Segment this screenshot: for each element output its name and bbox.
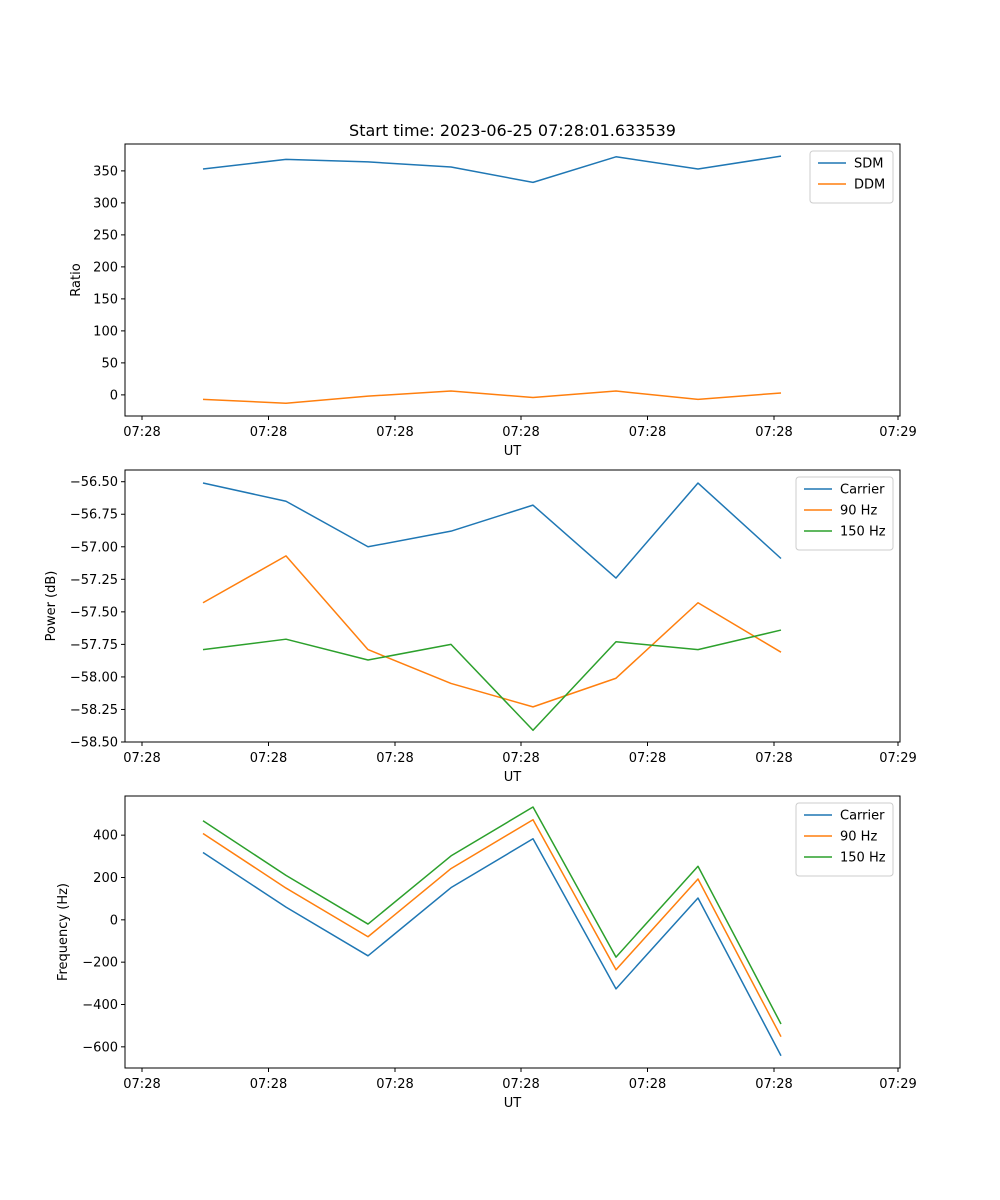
x-tick-label: 07:28 xyxy=(755,1077,792,1092)
x-tick-label: 07:29 xyxy=(879,751,916,766)
x-tick-label: 07:28 xyxy=(755,425,792,440)
x-tick-label: 07:28 xyxy=(629,1077,666,1092)
y-tick-label: 300 xyxy=(93,196,118,211)
subplot-2: 07:28 07:28 07:28 07:28 07:28 07:28 07:29 −58.5… xyxy=(44,469,917,785)
x-tick-label: 07:28 xyxy=(629,425,666,440)
y-tick-label: −58.00 xyxy=(70,670,118,685)
plots-container: 07:28 07:28 07:28 07:28 07:28 07:28 07:29 0 50 10… xyxy=(44,143,917,1111)
series-line-carrier xyxy=(202,482,782,579)
y-axis-label: Frequency (Hz) xyxy=(56,883,71,981)
legend-label: 90 Hz xyxy=(840,830,877,845)
y-tick-label: −200 xyxy=(82,956,118,971)
x-tick-label: 07:28 xyxy=(502,751,539,766)
x-axis-label: UT xyxy=(504,770,522,785)
subplot-3: 07:28 07:28 07:28 07:28 07:28 07:28 07:29 −600 −… xyxy=(56,795,917,1111)
series-line-sdm xyxy=(202,155,782,184)
x-tick-label: 07:28 xyxy=(123,425,160,440)
y-tick-label: −58.50 xyxy=(70,736,118,751)
series-line-150-hz xyxy=(202,806,782,1025)
x-tick-label: 07:28 xyxy=(502,425,539,440)
series-line-ddm xyxy=(202,390,782,404)
y-tick-label: 100 xyxy=(93,324,118,339)
legend: Carrier 90 Hz 150 Hz xyxy=(795,476,894,551)
legend-label: DDM xyxy=(854,178,885,193)
x-tick-label: 07:28 xyxy=(376,1077,413,1092)
x-tick-label: 07:28 xyxy=(376,425,413,440)
y-tick-label: 50 xyxy=(101,356,118,371)
y-axis-label: Power (dB) xyxy=(44,571,59,642)
axes-frame xyxy=(124,143,901,417)
y-tick-label: −56.50 xyxy=(70,475,118,490)
y-tick-label: 0 xyxy=(110,388,118,403)
x-tick-label: 07:29 xyxy=(879,1077,916,1092)
subplot-1: 07:28 07:28 07:28 07:28 07:28 07:28 07:29 0 50 10… xyxy=(69,143,917,459)
x-tick-label: 07:28 xyxy=(502,1077,539,1092)
y-tick-label: −57.25 xyxy=(70,573,118,588)
y-tick-label: −600 xyxy=(82,1040,118,1055)
y-tick-label: −58.25 xyxy=(70,703,118,718)
x-tick-label: 07:28 xyxy=(250,751,287,766)
y-tick-label: −56.75 xyxy=(70,508,118,523)
x-tick-label: 07:28 xyxy=(123,751,160,766)
y-tick-label: −400 xyxy=(82,998,118,1013)
x-axis-label: UT xyxy=(504,1096,522,1111)
x-tick-label: 07:28 xyxy=(250,1077,287,1092)
x-tick-label: 07:28 xyxy=(250,425,287,440)
y-tick-label: 200 xyxy=(93,871,118,886)
series-line-90-hz xyxy=(202,555,782,708)
x-tick-label: 07:28 xyxy=(629,751,666,766)
legend: Carrier 90 Hz 150 Hz xyxy=(795,802,894,877)
x-tick-label: 07:28 xyxy=(123,1077,160,1092)
y-tick-label: 0 xyxy=(110,913,118,928)
legend: SDM DDM xyxy=(809,150,894,204)
x-tick-label: 07:28 xyxy=(755,751,792,766)
legend-label: 150 Hz xyxy=(840,525,886,540)
y-tick-label: 200 xyxy=(93,260,118,275)
legend-box xyxy=(809,150,894,204)
y-tick-label: −57.75 xyxy=(70,638,118,653)
legend-label: 150 Hz xyxy=(840,851,886,866)
y-tick-label: 350 xyxy=(93,164,118,179)
legend-label: Carrier xyxy=(840,483,885,498)
y-axis-label: Ratio xyxy=(69,263,84,296)
legend-label: SDM xyxy=(854,157,883,172)
legend-label: 90 Hz xyxy=(840,504,877,519)
figure-title: Start time: 2023-06-25 07:28:01.633539 xyxy=(349,121,676,140)
y-tick-label: 150 xyxy=(93,292,118,307)
y-tick-label: −57.50 xyxy=(70,605,118,620)
axes-frame xyxy=(124,469,901,743)
y-tick-label: 250 xyxy=(93,228,118,243)
series-line-90-hz xyxy=(202,818,782,1038)
axes-frame xyxy=(124,795,901,1069)
series-line-150-hz xyxy=(202,629,782,732)
x-tick-label: 07:29 xyxy=(879,425,916,440)
series-line-carrier xyxy=(202,838,782,1057)
y-tick-label: −57.00 xyxy=(70,540,118,555)
y-tick-label: 400 xyxy=(93,829,118,844)
x-tick-label: 07:28 xyxy=(376,751,413,766)
legend-label: Carrier xyxy=(840,809,885,824)
x-axis-label: UT xyxy=(504,444,522,459)
